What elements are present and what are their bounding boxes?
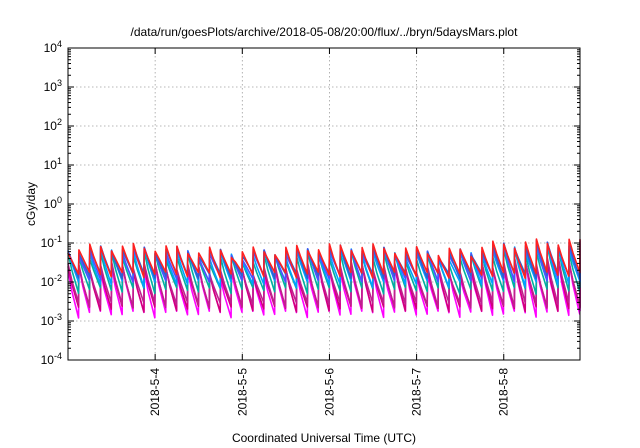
x-tick-label: 2018-5-7 xyxy=(410,368,424,416)
y-tick-label: 101 xyxy=(44,156,62,172)
x-axis-title: Coordinated Universal Time (UTC) xyxy=(232,431,416,445)
x-tick-label: 2018-5-8 xyxy=(497,368,511,416)
series-line xyxy=(67,238,581,280)
y-tick-label: 10-1 xyxy=(41,234,62,250)
x-tick-label: 2018-5-4 xyxy=(148,368,162,416)
x-axis: 2018-5-4 2018-5-5 2018-5-6 2018-5-7 2018-5-8 xyxy=(148,48,511,416)
y-tick-label: 102 xyxy=(44,117,62,133)
y-tick-label: 104 xyxy=(44,39,62,55)
y-tick-label: 10-2 xyxy=(41,273,62,289)
y-tick-label: 10-3 xyxy=(41,312,62,328)
y-tick-label: 100 xyxy=(44,195,62,211)
y-axis-title: cGy/day xyxy=(24,182,38,226)
y-tick-label: 10-4 xyxy=(41,351,62,367)
chart-title: /data/run/goesPlots/archive/2018-05-08/2… xyxy=(131,25,519,39)
x-tick-label: 2018-5-5 xyxy=(235,368,249,416)
series-group xyxy=(67,238,581,319)
y-tick-label: 103 xyxy=(44,78,62,94)
x-tick-label: 2018-5-6 xyxy=(322,368,336,416)
y-axis: 10-4 10-3 10-2 10-1 100 101 102 103 104 xyxy=(41,39,580,367)
